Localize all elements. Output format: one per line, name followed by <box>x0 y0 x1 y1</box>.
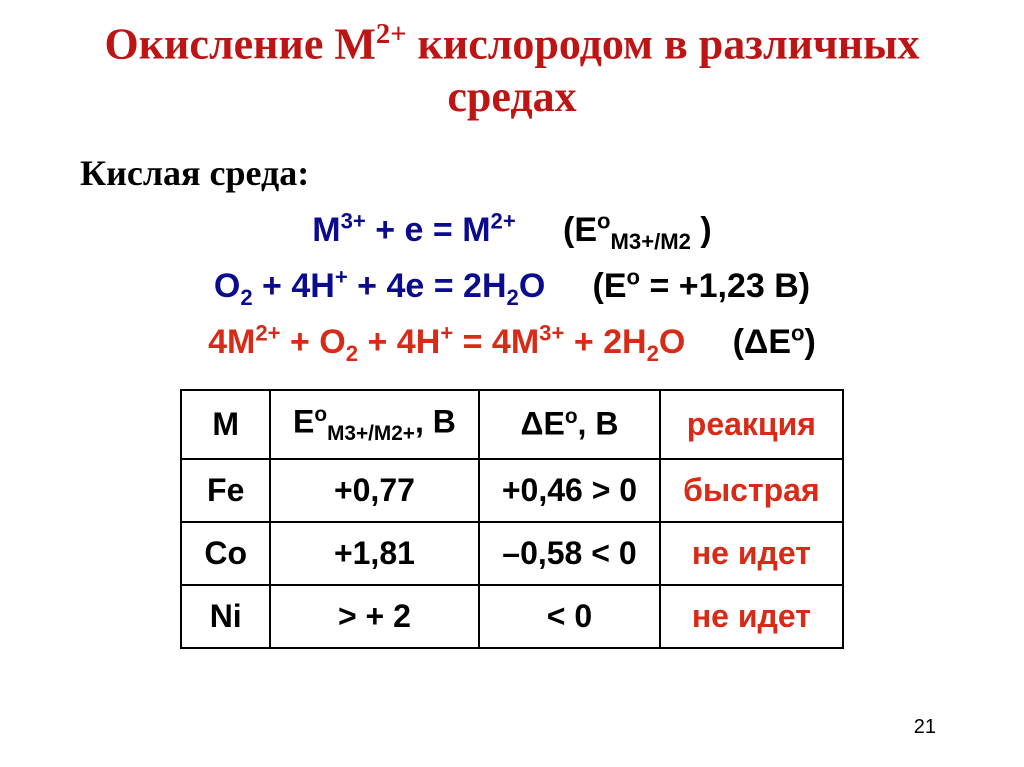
cell-delta: < 0 <box>479 585 660 648</box>
col-potential: EoM3+/M2+, В <box>270 390 479 459</box>
cell-metal: Co <box>181 522 270 585</box>
cell-delta: –0,58 < 0 <box>479 522 660 585</box>
equation-2: O2 + 4H+ + 4e = 2H2O (Eo = +1,23 В) <box>40 264 984 310</box>
table-row: Fe +0,77 +0,46 > 0 быстрая <box>181 459 842 522</box>
eq2-rhs: (Eo = +1,23 В) <box>593 267 811 305</box>
title-sup: 2+ <box>376 19 407 50</box>
eq1-rhs: (EoM3+/M2 ) <box>563 211 712 249</box>
cell-potential: > + 2 <box>270 585 479 648</box>
equation-1: M3+ + e = M2+ (EoM3+/M2 ) <box>40 208 984 254</box>
section-label: Кислая среда: <box>40 152 984 194</box>
results-table: M EoM3+/M2+, В ΔEo, В реакция Fe +0,77 +… <box>180 389 843 649</box>
cell-reaction: не идет <box>660 522 843 585</box>
cell-potential: +1,81 <box>270 522 479 585</box>
page-number: 21 <box>914 716 936 739</box>
cell-reaction: быстрая <box>660 459 843 522</box>
cell-reaction: не идет <box>660 585 843 648</box>
cell-metal: Fe <box>181 459 270 522</box>
cell-potential: +0,77 <box>270 459 479 522</box>
eq3-rhs: (ΔEo) <box>733 323 816 361</box>
col-reaction: реакция <box>660 390 843 459</box>
cell-delta: +0,46 > 0 <box>479 459 660 522</box>
title-pre: Окисление М <box>104 20 375 69</box>
title-post: кислородом в различных средах <box>407 20 920 122</box>
eq2-lhs: O2 + 4H+ + 4e = 2H2O <box>214 267 555 305</box>
equation-3: 4M2+ + O2 + 4H+ = 4M3+ + 2H2O (ΔEo) <box>40 321 984 367</box>
table-row: Ni > + 2 < 0 не идет <box>181 585 842 648</box>
table-row: Co +1,81 –0,58 < 0 не идет <box>181 522 842 585</box>
table-header-row: M EoM3+/M2+, В ΔEo, В реакция <box>181 390 842 459</box>
slide-title: Окисление М2+ кислородом в различных сре… <box>40 18 984 124</box>
eq3-lhs: 4M2+ + O2 + 4H+ = 4M3+ + 2H2O <box>208 323 695 361</box>
col-metal: M <box>181 390 270 459</box>
col-delta: ΔEo, В <box>479 390 660 459</box>
cell-metal: Ni <box>181 585 270 648</box>
eq1-lhs: M3+ + e = M2+ <box>312 211 525 249</box>
